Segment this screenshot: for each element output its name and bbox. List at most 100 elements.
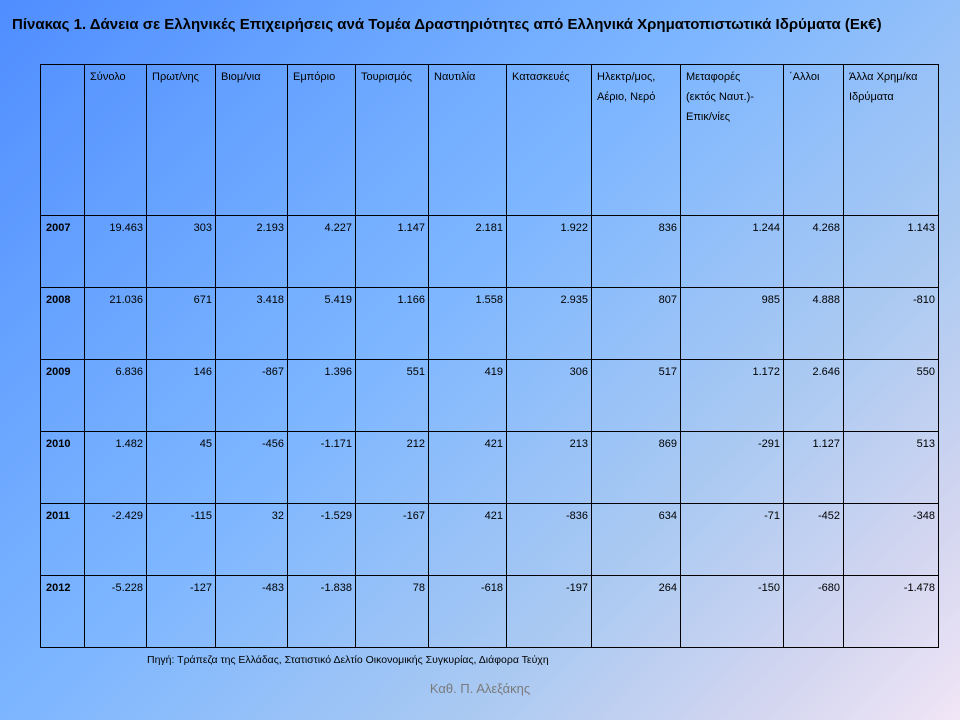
column-header-text: ΄Αλλοι [789,71,820,83]
column-header: Άλλα Χρημ/κα Ιδρύματα [843,64,939,216]
year-cell: 2010 [40,431,85,504]
table-row: 2008 21.036 671 3.418 5.419 1.166 1.558 2.935 80… [40,287,939,360]
value-cell: 419 [428,359,507,432]
corner-cell [40,64,85,216]
value-cell: -291 [680,431,784,504]
value-cell: 4.888 [783,287,844,360]
value-cell: 2.193 [215,215,288,288]
year-cell: 2008 [40,287,85,360]
column-header-text: Τουρισμός [361,71,412,83]
column-header-text: Μεταφορές [686,71,741,83]
value-cell: 1.244 [680,215,784,288]
value-cell: 4.227 [287,215,356,288]
source-note: Πηγή: Τράπεζα της Ελλάδας, Στατιστικό Δε… [147,654,549,666]
value-cell: 2.181 [428,215,507,288]
value-cell: -452 [783,503,844,576]
value-cell: -483 [215,575,288,648]
value-cell: -348 [843,503,939,576]
value-cell: 1.922 [506,215,592,288]
column-header-text: Αέριο, Νερό [597,91,656,103]
column-header: Εμπόριο [287,64,356,216]
value-cell: -1.529 [287,503,356,576]
value-cell: -456 [215,431,288,504]
value-cell: -150 [680,575,784,648]
value-cell: 1.143 [843,215,939,288]
year-cell: 2011 [40,503,85,576]
column-header: Πρωτ/νης [146,64,216,216]
value-cell: 45 [146,431,216,504]
value-cell: 513 [843,431,939,504]
value-cell: 306 [506,359,592,432]
value-cell: -5.228 [84,575,147,648]
year-cell: 2012 [40,575,85,648]
column-header: Ναυτιλία [428,64,507,216]
value-cell: -197 [506,575,592,648]
column-header: Μεταφορές (εκτός Ναυτ.)- Επικ/νίες [680,64,784,216]
value-cell: 21.036 [84,287,147,360]
value-cell: 869 [591,431,681,504]
value-cell: 19.463 [84,215,147,288]
column-header: Σύνολο [84,64,147,216]
table-row: 2009 6.836 146 -867 1.396 551 419 306 517 1.172 2.… [40,359,939,432]
header-row: Σύνολο Πρωτ/νης Βιομ/νια Εμπόριο Τουρισμός Να… [40,64,939,216]
value-cell: 212 [355,431,429,504]
column-header-text: Σύνολο [90,71,126,83]
column-header: ΄Αλλοι [783,64,844,216]
column-header: Τουρισμός [355,64,429,216]
value-cell: 1.172 [680,359,784,432]
value-cell: 421 [428,503,507,576]
table-row: 2010 1.482 45 -456 -1.171 212 421 213 869 -291 1.1… [40,431,939,504]
loans-table: Σύνολο Πρωτ/νης Βιομ/νια Εμπόριο Τουρισμός Να… [40,64,939,648]
value-cell: 6.836 [84,359,147,432]
column-header: Βιομ/νια [215,64,288,216]
value-cell: 5.419 [287,287,356,360]
value-cell: 807 [591,287,681,360]
value-cell: 2.646 [783,359,844,432]
value-cell: -167 [355,503,429,576]
column-header-text: Επικ/νίες [686,111,731,123]
value-cell: -1.478 [843,575,939,648]
value-cell: -867 [215,359,288,432]
value-cell: 32 [215,503,288,576]
value-cell: -680 [783,575,844,648]
value-cell: -810 [843,287,939,360]
value-cell: -1.838 [287,575,356,648]
column-header: Ηλεκτρ/μος, Αέριο, Νερό [591,64,681,216]
value-cell: 1.396 [287,359,356,432]
column-header-text: Κατασκευές [512,71,570,83]
value-cell: -1.171 [287,431,356,504]
column-header-text: Πρωτ/νης [152,71,199,83]
column-header: Κατασκευές [506,64,592,216]
value-cell: -836 [506,503,592,576]
table-title: Πίνακας 1. Δάνεια σε Ελληνικές Επιχειρήσ… [12,16,882,33]
value-cell: 146 [146,359,216,432]
column-header-text: Άλλα Χρημ/κα [849,71,918,83]
value-cell: 4.268 [783,215,844,288]
year-cell: 2007 [40,215,85,288]
value-cell: 213 [506,431,592,504]
value-cell: 1.127 [783,431,844,504]
column-header-text: Βιομ/νια [221,71,261,83]
value-cell: 303 [146,215,216,288]
table-row: 2012 -5.228 -127 -483 -1.838 78 -618 -197 264 -15… [40,575,939,648]
table-row: 2007 19.463 303 2.193 4.227 1.147 2.181 1.922 83… [40,215,939,288]
value-cell: 836 [591,215,681,288]
column-header-text: Ηλεκτρ/μος, [597,71,656,83]
value-cell: 1.166 [355,287,429,360]
value-cell: 985 [680,287,784,360]
value-cell: 3.418 [215,287,288,360]
value-cell: 2.935 [506,287,592,360]
value-cell: -71 [680,503,784,576]
value-cell: 1.147 [355,215,429,288]
value-cell: 551 [355,359,429,432]
value-cell: 78 [355,575,429,648]
value-cell: -618 [428,575,507,648]
value-cell: -127 [146,575,216,648]
value-cell: -115 [146,503,216,576]
value-cell: 671 [146,287,216,360]
value-cell: 634 [591,503,681,576]
column-header-text: Εμπόριο [293,71,336,83]
value-cell: 421 [428,431,507,504]
value-cell: -2.429 [84,503,147,576]
value-cell: 264 [591,575,681,648]
